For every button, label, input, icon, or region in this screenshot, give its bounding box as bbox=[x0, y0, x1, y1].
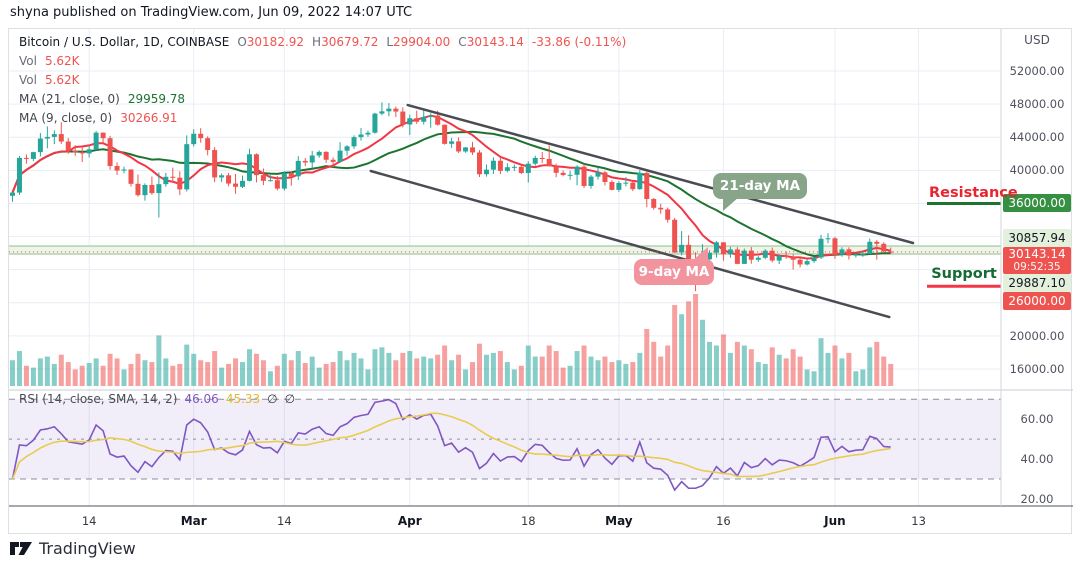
ma9-value: 30266.91 bbox=[120, 111, 178, 125]
support-label: Support bbox=[931, 266, 997, 282]
ma21-label: MA (21, close, 0) bbox=[19, 92, 120, 106]
support-price-badge: 26000.00 bbox=[1003, 292, 1071, 310]
volume-label: Vol bbox=[19, 73, 37, 87]
attribution-text: shyna published on TradingView.com, Jun … bbox=[10, 5, 413, 20]
rsi-tick-label: 60.00 bbox=[1020, 412, 1054, 427]
price-tick-label: 52000.00 bbox=[1009, 64, 1065, 78]
chart-container: Bitcoin / U.S. Dollar, 1D, COINBASE O3018… bbox=[8, 28, 1073, 534]
price-axis-unit: USD bbox=[1024, 33, 1050, 47]
volume-value: 5.62K bbox=[44, 73, 80, 87]
band-top-price-badge: 30857.94 bbox=[1003, 229, 1071, 247]
time-tick-label: Jun bbox=[824, 514, 846, 528]
rsi-label: RSI (14, close, SMA, 14, 2) bbox=[19, 392, 178, 406]
tradingview-logo-icon bbox=[10, 541, 32, 555]
volume-legend-2: Vol 5.62K bbox=[19, 73, 80, 87]
last-price-badge: 30143.14 09:52:35 bbox=[1003, 247, 1071, 274]
last-price-value: 30143.14 bbox=[1008, 247, 1066, 261]
price-tick-label: 48000.00 bbox=[1009, 97, 1065, 112]
bar-countdown: 09:52:35 bbox=[1013, 261, 1061, 273]
rsi-tick-label: 40.00 bbox=[1020, 452, 1054, 467]
volume-legend-1: Vol 5.62K bbox=[19, 54, 80, 68]
rsi-value: 46.06 bbox=[184, 392, 219, 406]
time-tick-label: 14 bbox=[81, 514, 97, 528]
price-tick-label: 40000.00 bbox=[1009, 163, 1065, 178]
time-tick-label: Mar bbox=[180, 514, 207, 528]
chart-canvas[interactable] bbox=[9, 29, 1073, 533]
ma21-legend: MA (21, close, 0) 29959.78 bbox=[19, 92, 185, 106]
time-scale[interactable]: 14 Mar 14 Apr 18 May 16 Jun 13 bbox=[9, 506, 1001, 534]
ma21-value: 29959.78 bbox=[127, 92, 186, 106]
time-tick-label: May bbox=[605, 514, 633, 528]
band-bottom-price-badge: 29887.10 bbox=[1003, 274, 1071, 292]
high-label: H bbox=[312, 35, 322, 49]
high-value: 30679.72 bbox=[321, 35, 379, 49]
ma21-callout-badge: 21-day MA bbox=[713, 173, 807, 211]
open-label: O bbox=[237, 35, 247, 49]
tradingview-logo-text: TradingView bbox=[39, 539, 136, 558]
rsi-ma-value: 45.33 bbox=[225, 392, 261, 406]
price-tick-label: 44000.00 bbox=[1009, 130, 1065, 145]
ma9-label: MA (9, close, 0) bbox=[19, 111, 113, 125]
close-label: C bbox=[458, 35, 467, 49]
rsi-null-1: ∅ bbox=[267, 392, 278, 406]
price-scale[interactable]: USD 52000.00 48000.00 44000.00 40000.00 2000… bbox=[1001, 29, 1073, 506]
volume-label: Vol bbox=[19, 54, 37, 68]
resistance-label: Resistance bbox=[929, 185, 1018, 201]
time-tick-label: 16 bbox=[716, 514, 731, 528]
ma9-legend: MA (9, close, 0) 30266.91 bbox=[19, 111, 177, 125]
time-tick-label: 13 bbox=[911, 514, 926, 528]
time-tick-label: 14 bbox=[277, 514, 292, 528]
low-label: L bbox=[386, 35, 394, 49]
price-tick-label: 16000.00 bbox=[1009, 362, 1065, 376]
rsi-null-2: ∅ bbox=[284, 392, 296, 406]
volume-value: 5.62K bbox=[44, 54, 80, 68]
ma9-callout-badge: 9-day MA bbox=[634, 247, 714, 285]
symbol-title: Bitcoin / U.S. Dollar, 1D, COINBASE bbox=[19, 35, 230, 49]
resistance-price-badge: 36000.00 bbox=[1003, 194, 1071, 212]
close-value: 30143.14 bbox=[466, 35, 524, 49]
open-value: 30182.92 bbox=[246, 35, 305, 49]
price-tick-label: 20000.00 bbox=[1009, 328, 1065, 343]
rsi-tick-label: 20.00 bbox=[1020, 492, 1054, 506]
time-tick-label: 18 bbox=[520, 514, 536, 528]
low-value: 29904.00 bbox=[393, 35, 451, 49]
change-value: -33.86 (-0.11%) bbox=[531, 35, 627, 49]
footer-brand[interactable]: TradingView bbox=[10, 539, 136, 558]
rsi-legend: RSI (14, close, SMA, 14, 2) 46.06 45.33 ∅ ∅ bbox=[19, 392, 295, 406]
symbol-legend: Bitcoin / U.S. Dollar, 1D, COINBASE O3018… bbox=[19, 35, 626, 49]
time-tick-label: Apr bbox=[397, 514, 422, 528]
